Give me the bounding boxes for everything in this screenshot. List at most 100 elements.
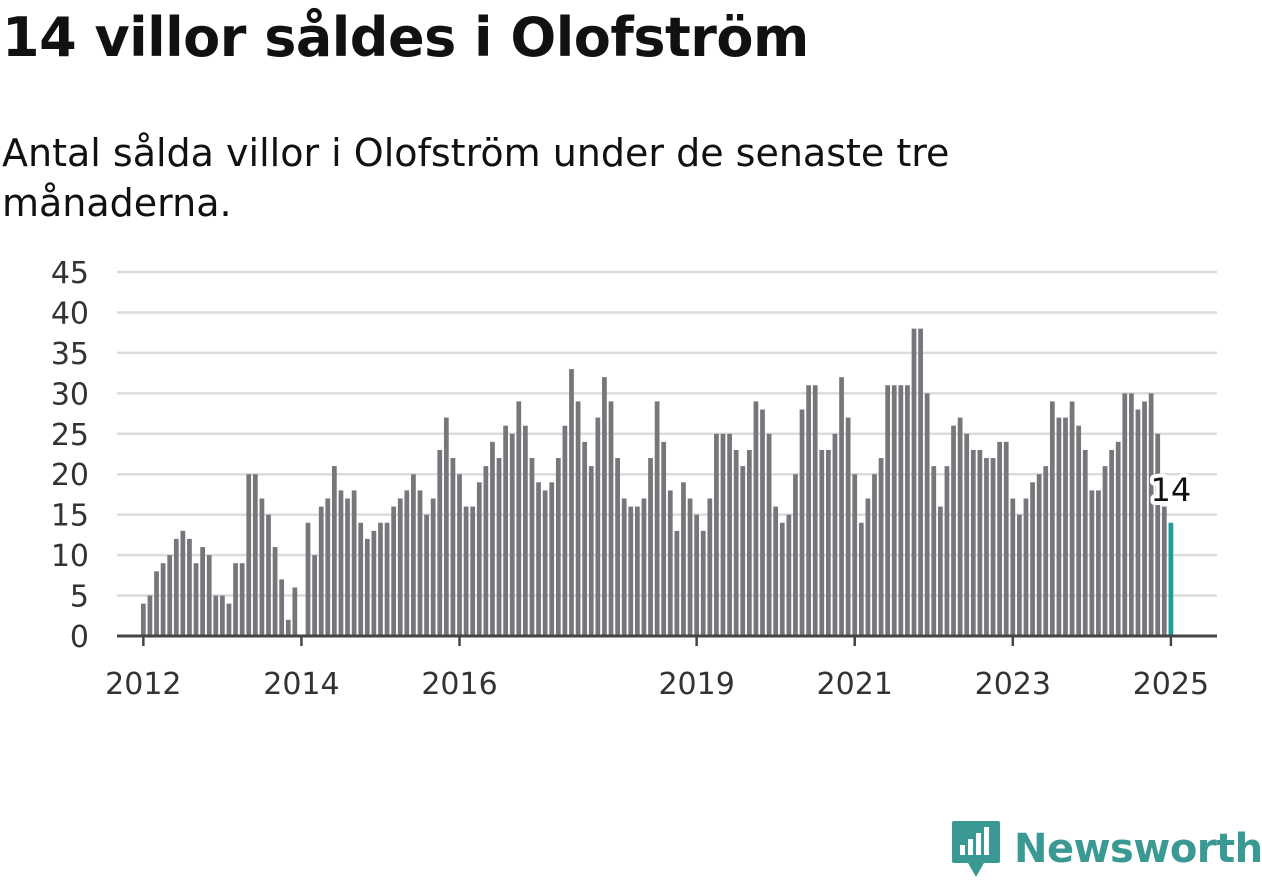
bar (602, 377, 607, 636)
bar (1023, 498, 1029, 636)
bar (206, 555, 212, 636)
bar (1089, 490, 1095, 636)
bar (187, 538, 192, 636)
bar (753, 401, 759, 636)
bar (839, 377, 844, 636)
bar (885, 385, 891, 636)
bar (331, 466, 337, 636)
bar (417, 490, 423, 636)
bar (1056, 417, 1062, 636)
x-tick-label: 2012 (105, 667, 181, 702)
x-tick-label: 2025 (1133, 667, 1209, 702)
y-tick-label: 40 (51, 296, 89, 331)
bar (338, 490, 344, 636)
y-tick-label: 0 (70, 620, 89, 655)
bar (450, 458, 456, 636)
bar (470, 506, 476, 636)
bar (786, 514, 792, 636)
bar (1148, 393, 1154, 636)
bar (694, 514, 700, 636)
bar (371, 530, 377, 636)
bar (720, 433, 726, 636)
bar (714, 433, 719, 636)
bar (160, 563, 166, 636)
bar (740, 466, 746, 636)
y-tick-label: 35 (51, 337, 89, 372)
bar (621, 498, 627, 636)
highlight-bar (1168, 522, 1174, 636)
bar (285, 619, 291, 636)
bar (351, 490, 357, 636)
bar (391, 506, 397, 636)
bar (555, 458, 561, 636)
bar (937, 506, 943, 636)
bar (595, 417, 601, 636)
x-tick-label: 2016 (421, 667, 497, 702)
bar (858, 522, 864, 636)
bar (305, 522, 311, 636)
bar (457, 474, 462, 636)
bar (154, 571, 159, 636)
bar (411, 474, 416, 636)
bar (674, 530, 680, 636)
bar (865, 498, 871, 636)
bar (733, 449, 739, 636)
bar (806, 385, 811, 636)
bar (1122, 393, 1128, 636)
x-axis-ticks: 2012 2014 2016 2019 2021 2023 2025 (105, 636, 1209, 702)
bar (325, 498, 331, 636)
bar (1076, 425, 1082, 636)
y-tick-label: 20 (51, 458, 89, 493)
bar (1003, 441, 1009, 636)
bar (266, 514, 271, 636)
bar (272, 547, 278, 636)
bar (911, 328, 917, 636)
bar (845, 417, 851, 636)
bar (1010, 498, 1016, 636)
bar (430, 498, 436, 636)
bar (1135, 409, 1141, 636)
newsworthy-logo-icon (952, 821, 1000, 877)
bar (588, 466, 594, 636)
bar (180, 530, 186, 636)
bar (384, 522, 390, 636)
y-tick-label: 25 (51, 418, 89, 453)
bar (964, 433, 970, 636)
bars (140, 328, 1174, 636)
bar (536, 482, 541, 636)
bar (615, 458, 620, 636)
bar (562, 425, 568, 636)
y-tick-label: 5 (70, 580, 89, 615)
bar (779, 522, 785, 636)
bar (200, 547, 205, 636)
bar (1161, 506, 1167, 636)
bar (891, 385, 897, 636)
bar (634, 506, 640, 636)
y-tick-label: 10 (51, 539, 89, 574)
chart-subtitle: Antal sålda villor i Olofström under de … (2, 131, 950, 225)
bar (503, 425, 508, 636)
highlight-annotation: 14 (1147, 467, 1196, 513)
bar (1096, 490, 1101, 636)
bar (542, 490, 548, 636)
bar (220, 595, 225, 636)
bar (766, 433, 772, 636)
bar (852, 474, 858, 636)
x-tick-label: 2019 (658, 667, 734, 702)
bar (1102, 466, 1108, 636)
bar (707, 498, 713, 636)
bar (318, 506, 324, 636)
bar (957, 417, 963, 636)
bar (443, 417, 449, 636)
bar (292, 587, 298, 636)
bar (246, 474, 252, 636)
bar (529, 458, 535, 636)
bar (1155, 433, 1161, 636)
y-tick-label: 30 (51, 377, 89, 412)
bar (312, 555, 317, 636)
bar (140, 603, 146, 636)
bar (608, 401, 614, 636)
newsworthy-logo: Newsworthy (950, 818, 1262, 880)
bar (760, 409, 765, 636)
